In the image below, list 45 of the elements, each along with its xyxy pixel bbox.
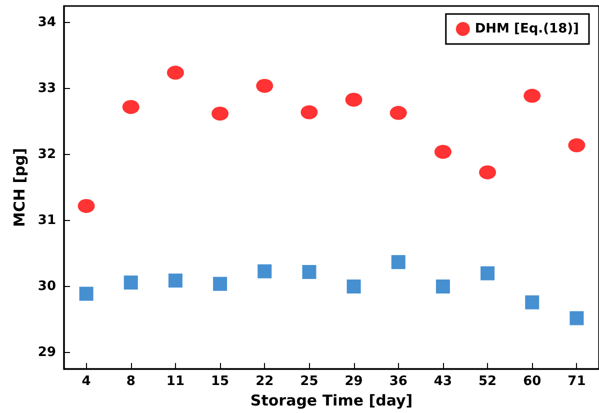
point: [79, 286, 94, 301]
x-tick-label: 60: [523, 374, 542, 389]
x-tick-label: 25: [300, 374, 318, 389]
point: [258, 264, 272, 278]
y-tick-label: 32: [38, 147, 56, 162]
point: [525, 295, 540, 310]
point: [479, 165, 496, 180]
legend-label: DHM [Eq.(18)]: [474, 22, 580, 36]
point: [302, 264, 316, 279]
point: [390, 106, 407, 120]
y-tick-label: 33: [38, 81, 56, 96]
y-tick-label: 29: [38, 345, 56, 360]
point: [391, 255, 406, 270]
point: [166, 66, 184, 80]
x-tick-label: 22: [256, 374, 274, 389]
y-tick-label: 30: [38, 279, 56, 294]
point: [122, 100, 140, 114]
point: [570, 311, 584, 326]
point: [213, 276, 228, 291]
point: [345, 92, 362, 107]
x-tick-label: 71: [568, 374, 586, 389]
point: [78, 198, 95, 213]
x-tick-label: 36: [389, 374, 408, 389]
point: [346, 280, 361, 294]
y-tick-label: 31: [38, 213, 56, 228]
x-tick-label: 15: [210, 374, 230, 389]
x-tick-label: 8: [126, 374, 136, 389]
point: [256, 78, 274, 93]
x-tick-label: 43: [434, 374, 452, 389]
point: [434, 144, 452, 159]
point: [168, 274, 182, 288]
x-tick-label: 29: [344, 374, 363, 389]
point: [212, 106, 229, 121]
x-tick-label: 11: [166, 374, 185, 389]
x-axis-title: Storage Time [day]: [250, 391, 413, 410]
x-tick-label: 52: [478, 374, 497, 389]
y-tick-label: 34: [38, 15, 56, 30]
y-axis-title: MCH [pg]: [10, 148, 29, 227]
point: [568, 138, 586, 152]
x-tick-label: 4: [82, 374, 91, 389]
point: [436, 280, 450, 294]
point: [300, 105, 318, 120]
point: [480, 266, 495, 280]
point: [524, 88, 541, 103]
point: [124, 276, 138, 290]
